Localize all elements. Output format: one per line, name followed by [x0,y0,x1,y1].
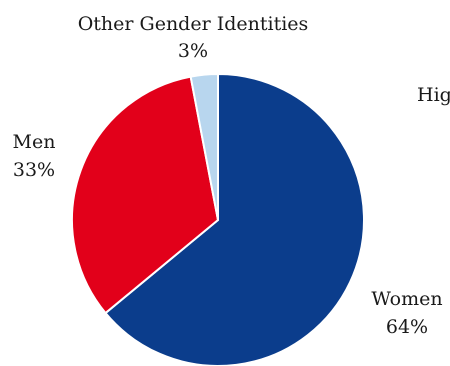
label-other-gender-identities-name: Other Gender Identities [78,13,309,35]
label-men-name: Men [13,131,56,153]
label-women-percent: 64% [386,316,428,338]
truncated-label-text: Hig [417,84,450,106]
label-other-gender-identities-percent: 3% [178,40,208,62]
pie-slices [71,72,365,366]
pie-slice-men [71,75,220,315]
label-men-percent: 33% [13,159,55,181]
label-women-name: Women [371,288,442,310]
pie-slice-other-gender-identities [189,72,219,221]
pie-slice-women [104,72,365,366]
pie-labels: Other Gender Identities 3% Men 33% Women… [13,13,450,338]
